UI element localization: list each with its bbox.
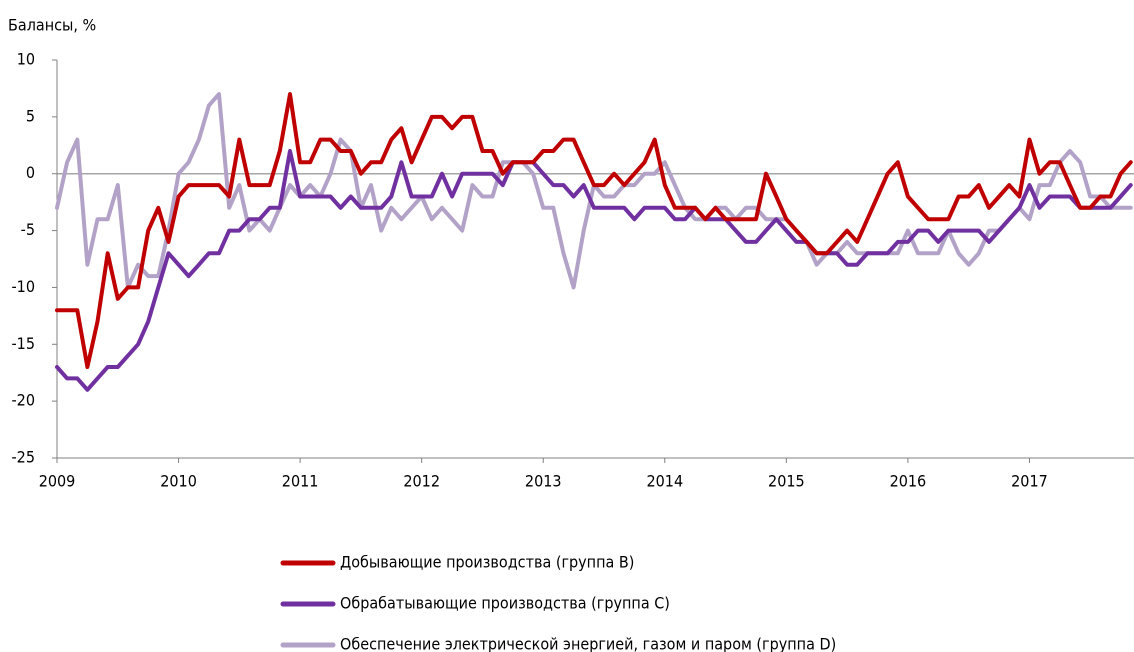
legend-label: Обеспечение электрической энергией, газо… <box>340 635 836 652</box>
legend-label: Обрабатывающие производства (группа C) <box>340 594 670 613</box>
series-line <box>55 149 1133 392</box>
y-tick-label: 10 <box>17 50 35 69</box>
legend-label: Добывающие производства (группа B) <box>340 553 634 572</box>
y-tick-label: 5 <box>26 106 35 125</box>
x-tick-label: 2009 <box>39 472 76 491</box>
x-tick-label: 2011 <box>282 472 319 491</box>
y-tick-label: -20 <box>11 391 35 410</box>
x-tick-label: 2016 <box>890 472 927 491</box>
x-tick-label: 2014 <box>646 472 683 491</box>
series-line <box>55 92 1133 369</box>
y-tick-label: -5 <box>21 220 35 239</box>
x-tick-label: 2013 <box>525 472 562 491</box>
y-tick-label: -25 <box>11 448 35 467</box>
x-tick-label: 2015 <box>768 472 805 491</box>
series-line <box>55 92 1133 290</box>
y-tick-label: -15 <box>11 334 35 353</box>
y-tick-label: -10 <box>11 277 35 296</box>
x-tick-label: 2017 <box>1011 472 1048 491</box>
y-tick-label: 0 <box>26 163 35 182</box>
x-tick-label: 2010 <box>160 472 197 491</box>
x-tick-label: 2012 <box>403 472 440 491</box>
y-axis-label: Балансы, % <box>8 16 96 35</box>
